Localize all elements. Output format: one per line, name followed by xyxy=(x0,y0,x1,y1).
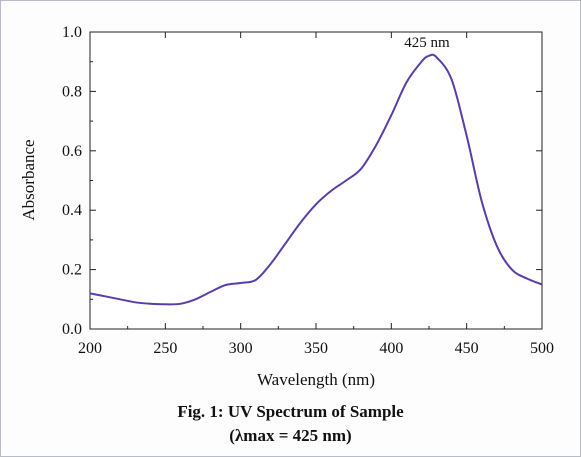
y-tick-label: 0.8 xyxy=(62,83,82,100)
peak-annotation: 425 nm xyxy=(404,35,450,51)
x-tick-label: 500 xyxy=(530,340,554,357)
y-axis-title: Absorbance xyxy=(19,139,38,220)
y-tick-label: 0.2 xyxy=(62,262,82,279)
x-tick-label: 350 xyxy=(304,340,328,357)
x-tick-label: 300 xyxy=(229,340,253,357)
plot-area xyxy=(89,31,543,330)
y-tick-label: 1.0 xyxy=(62,24,82,41)
figure-caption-title: Fig. 1: UV Spectrum of Sample xyxy=(177,402,404,421)
x-tick-label: 200 xyxy=(78,340,102,357)
y-tick-label: 0.4 xyxy=(62,202,82,219)
y-tick-label: 0.0 xyxy=(62,321,82,338)
x-axis-title: Wavelength (nm) xyxy=(257,370,375,389)
figure-caption-lambda-max: (λmax = 425 nm) xyxy=(229,426,352,445)
x-tick-label: 400 xyxy=(379,340,403,357)
x-tick-label: 450 xyxy=(455,340,479,357)
x-tick-label: 250 xyxy=(153,340,177,357)
y-tick-label: 0.6 xyxy=(62,143,82,160)
spectrum-line xyxy=(89,53,543,306)
